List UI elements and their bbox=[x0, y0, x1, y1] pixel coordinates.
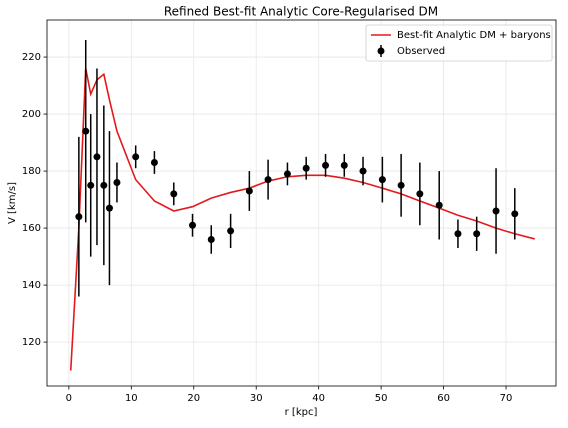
legend-swatch bbox=[377, 47, 385, 55]
y-tick-label: 120 bbox=[22, 337, 41, 348]
x-tick-label: 50 bbox=[375, 393, 388, 404]
data-point bbox=[359, 167, 367, 175]
data-point bbox=[454, 230, 462, 238]
data-point bbox=[87, 181, 95, 189]
legend-label: Best-fit Analytic DM + baryons bbox=[397, 30, 551, 41]
data-line bbox=[69, 68, 535, 371]
x-tick-label: 40 bbox=[312, 393, 325, 404]
x-tick-label: 0 bbox=[66, 393, 72, 404]
x-tick-label: 20 bbox=[187, 393, 200, 404]
data-point bbox=[397, 181, 405, 189]
legend-label: Observed bbox=[397, 46, 445, 57]
y-tick-label: 140 bbox=[22, 280, 41, 291]
data-point bbox=[245, 187, 253, 195]
data-point bbox=[264, 176, 272, 184]
data-point bbox=[378, 176, 386, 184]
data-point bbox=[283, 170, 291, 178]
x-tick-label: 60 bbox=[437, 393, 450, 404]
x-tick-label: 30 bbox=[250, 393, 263, 404]
legend-box bbox=[365, 24, 553, 62]
x-tick-label: 10 bbox=[125, 393, 138, 404]
data-point bbox=[416, 190, 424, 198]
data-point bbox=[492, 207, 500, 215]
y-tick-label: 200 bbox=[22, 109, 41, 120]
data-point bbox=[302, 164, 310, 172]
data-point bbox=[322, 161, 330, 169]
data-point bbox=[100, 181, 108, 189]
y-axis-label: V [km/s] bbox=[7, 182, 18, 224]
data-point bbox=[150, 159, 158, 167]
data-point bbox=[207, 235, 215, 243]
chart-title: Refined Best-fit Analytic Core-Regularis… bbox=[164, 5, 438, 19]
plot-frame bbox=[46, 19, 557, 387]
data-point bbox=[170, 190, 178, 198]
data-point bbox=[113, 178, 121, 186]
data-point bbox=[93, 153, 101, 161]
data-point bbox=[435, 201, 443, 209]
y-tick-label: 220 bbox=[22, 52, 41, 63]
y-tick-label: 160 bbox=[22, 223, 41, 234]
data-point bbox=[473, 230, 481, 238]
data-point bbox=[340, 161, 348, 169]
x-axis-label: r [kpc] bbox=[285, 407, 318, 418]
data-point bbox=[189, 221, 197, 229]
y-tick-label: 180 bbox=[22, 166, 41, 177]
data-point bbox=[511, 210, 519, 218]
x-tick-label: 70 bbox=[500, 393, 513, 404]
data-point bbox=[227, 227, 235, 235]
data-point bbox=[82, 127, 90, 135]
data-point bbox=[75, 213, 83, 221]
data-point bbox=[105, 204, 113, 212]
data-point bbox=[132, 153, 140, 161]
